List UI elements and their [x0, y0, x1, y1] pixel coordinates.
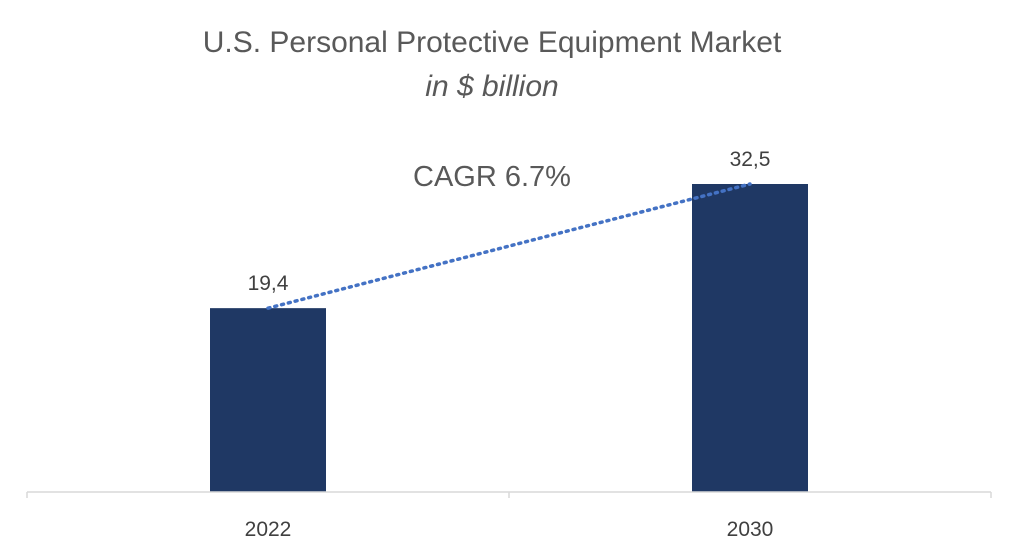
labels-group: 19,4 2022 32,5 2030	[245, 148, 774, 541]
cagr-annotation: CAGR 6.7%	[413, 161, 571, 193]
chart-title: U.S. Personal Protective Equipment Marke…	[203, 26, 782, 59]
data-label-2030: 32,5	[730, 148, 771, 171]
x-tick-label-2022: 2022	[245, 518, 292, 541]
bar-2022	[210, 308, 326, 492]
trend-line	[266, 182, 752, 310]
x-axis	[26, 491, 992, 498]
bars-group	[210, 184, 808, 492]
data-label-2022: 19,4	[248, 272, 289, 295]
x-tick-label-2030: 2030	[727, 518, 774, 541]
chart-subtitle: in $ billion	[425, 70, 558, 103]
bar-2030	[692, 184, 808, 492]
